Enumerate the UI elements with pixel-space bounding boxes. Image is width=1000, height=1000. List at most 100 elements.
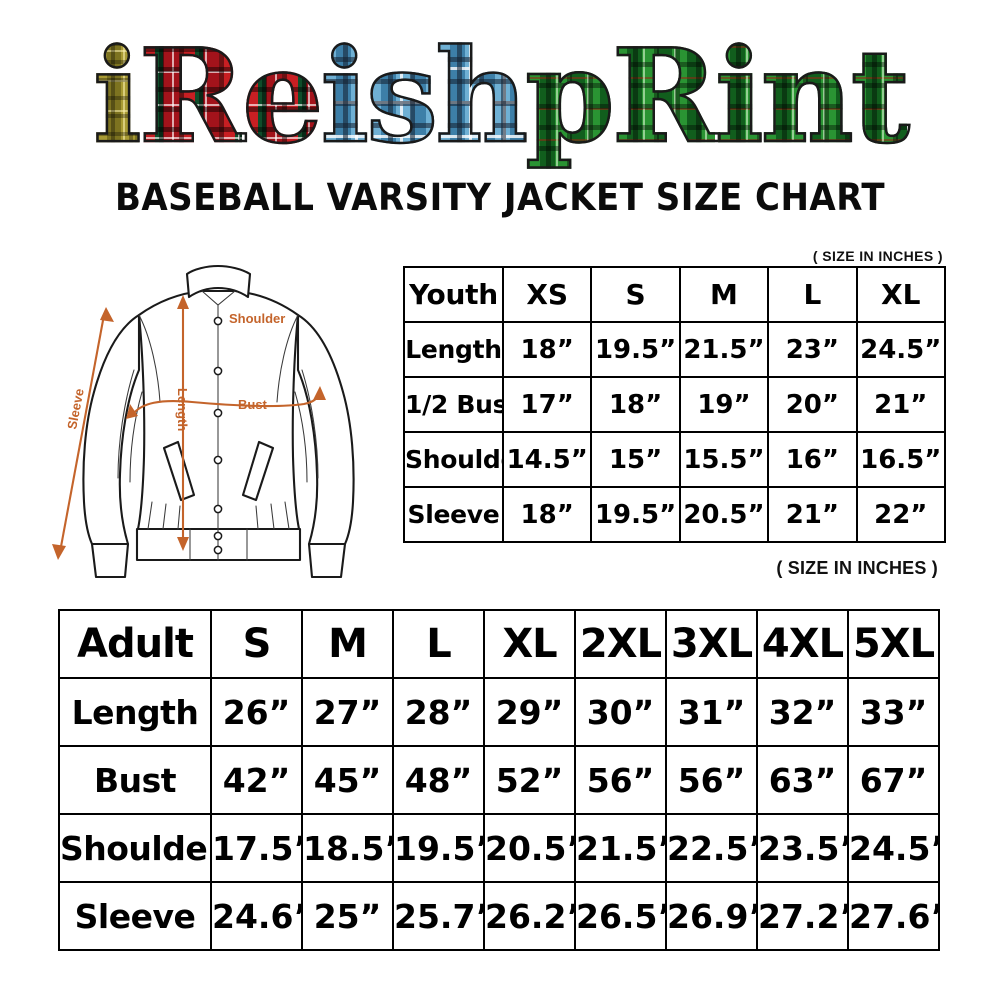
- youth-cell-r1-c0: 17”: [501, 376, 593, 433]
- brand-letter-10: t: [850, 21, 912, 174]
- youth-cell-r3-c0: 18”: [501, 486, 593, 543]
- youth-cell-r2-c3: 16”: [767, 431, 858, 488]
- adult-cell-r3-c4: 26.5”: [574, 881, 667, 951]
- youth-cell-r2-c1: 15”: [590, 431, 681, 488]
- adult-row-label-sleeve: Sleeve: [58, 881, 212, 951]
- youth-header-cell-2: S: [590, 266, 681, 323]
- adult-cell-r2-c6: 23.5”: [756, 813, 849, 883]
- adult-cell-r1-c6: 63”: [756, 745, 849, 815]
- youth-cell-r0-c1: 19.5”: [590, 321, 681, 378]
- youth-table-body: Youth XS S M L XL Length 18” 19.5” 21.5” 23” 24.5” 1…: [403, 266, 946, 543]
- youth-cell-r2-c2: 15.5”: [678, 431, 770, 488]
- youth-row-label-1-2-bust: 1/2 Bust: [403, 376, 504, 433]
- adult-cell-r1-c2: 48”: [392, 745, 485, 815]
- youth-cell-r3-c2: 20.5”: [678, 486, 770, 543]
- youth-row-label-shoulder: Shoulder: [403, 431, 504, 488]
- youth-cell-r3-c1: 19.5”: [590, 486, 681, 543]
- youth-cell-r3-c4: 22”: [855, 486, 946, 543]
- youth-cell-r0-c2: 21.5”: [678, 321, 770, 378]
- adult-row-label-length: Length: [58, 677, 212, 747]
- table-row: 1/2 Bust17”18”19”20”21”: [403, 376, 946, 433]
- adult-header-cell-5: 2XL: [574, 609, 667, 679]
- adult-cell-r0-c3: 29”: [483, 677, 576, 747]
- youth-header-cell-5: XL: [855, 266, 946, 323]
- brand-letter-7: R: [610, 21, 719, 174]
- adult-cell-r3-c7: 27.6”: [847, 881, 940, 951]
- brand-letter-2: e: [241, 21, 325, 174]
- adult-cell-r0-c6: 32”: [756, 677, 849, 747]
- brand-letter-3: i: [319, 21, 370, 174]
- youth-cell-r1-c1: 18”: [590, 376, 681, 433]
- adult-cell-r2-c7: 24.5”: [847, 813, 940, 883]
- adult-header-cell-7: 4XL: [756, 609, 849, 679]
- youth-cell-r3-c3: 21”: [767, 486, 858, 543]
- youth-cell-r1-c2: 19”: [678, 376, 770, 433]
- adult-cell-r2-c5: 22.5”: [665, 813, 758, 883]
- adult-cell-r2-c3: 20.5”: [483, 813, 576, 883]
- adult-cell-r3-c3: 26.2”: [483, 881, 576, 951]
- table-row: Sleeve24.6”25”25.7”26.2”26.5”26.9”27.2”2…: [58, 881, 940, 951]
- adult-cell-r3-c5: 26.9”: [665, 881, 758, 951]
- bust-measure-arrow: [126, 386, 326, 419]
- adult-header-cell-1: S: [210, 609, 303, 679]
- adult-cell-r3-c6: 27.2”: [756, 881, 849, 951]
- table-row: Length 26” 27” 28” 29” 30” 31” 32” 33”: [58, 677, 940, 747]
- bust-label: Bust: [238, 397, 268, 412]
- adult-cell-r1-c3: 52”: [483, 745, 576, 815]
- brand-letter-0: i: [92, 21, 143, 174]
- table-row: Length 18” 19.5” 21.5” 23” 24.5”: [403, 321, 946, 378]
- adult-cell-r0-c4: 30”: [574, 677, 667, 747]
- adult-cell-r1-c5: 56”: [665, 745, 758, 815]
- adult-cell-r2-c4: 21.5”: [574, 813, 667, 883]
- adult-cell-r0-c1: 27”: [301, 677, 394, 747]
- adult-cell-r2-c0: 17.5”: [210, 813, 303, 883]
- youth-cell-r0-c4: 24.5”: [855, 321, 946, 378]
- brand-letter-5: h: [434, 21, 530, 174]
- table-row: Sleeve 18” 19.5” 20.5” 21” 22”: [403, 486, 946, 543]
- youth-units-note: ( SIZE IN INCHES ): [812, 248, 943, 264]
- brand-logo: iReishpRint: [0, 21, 1000, 174]
- adult-cell-r0-c0: 26”: [210, 677, 303, 747]
- youth-header-cell-0: Youth: [403, 266, 504, 323]
- adult-cell-r1-c4: 56”: [574, 745, 667, 815]
- adult-cell-r2-c2: 19.5”: [392, 813, 485, 883]
- adult-cell-r0-c7: 33”: [847, 677, 940, 747]
- adult-cell-r3-c0: 24.6”: [210, 881, 303, 951]
- youth-row-label-length: Length: [403, 321, 504, 378]
- table-row: Shoulder14.5”15”15.5”16”16.5”: [403, 431, 946, 488]
- adult-header-cell-8: 5XL: [847, 609, 940, 679]
- adult-header-cell-6: 3XL: [665, 609, 758, 679]
- adult-size-table: Adult S M L XL 2XL 3XL 4XL 5XL Length 26” 27” 28” 29”…: [58, 609, 940, 951]
- adult-units-note: ( SIZE IN INCHES ): [776, 558, 938, 578]
- sleeve-measure-arrow: [52, 307, 114, 560]
- adult-row-label-shoulder: Shoulder: [58, 813, 212, 883]
- adult-row-label-bust: Bust: [58, 745, 212, 815]
- adult-cell-r1-c1: 45”: [301, 745, 394, 815]
- youth-header-row: Youth XS S M L XL: [403, 266, 946, 323]
- youth-header-cell-4: L: [767, 266, 858, 323]
- brand-letter-9: n: [759, 21, 855, 174]
- adult-cell-r0-c2: 28”: [392, 677, 485, 747]
- brand-letter-8: i: [714, 21, 765, 174]
- jacket-diagram: Shoulder Length Bust Sleeve: [42, 252, 394, 590]
- youth-cell-r1-c4: 21”: [855, 376, 946, 433]
- youth-header-cell-3: M: [678, 266, 770, 323]
- shoulder-label: Shoulder: [229, 311, 285, 326]
- table-row: Shoulder17.5”18.5”19.5”20.5”21.5”22.5”23…: [58, 813, 940, 883]
- table-row: Bust 42” 45” 48” 52” 56” 56” 63” 67”: [58, 745, 940, 815]
- adult-cell-r3-c1: 25”: [301, 881, 394, 951]
- adult-cell-r2-c1: 18.5”: [301, 813, 394, 883]
- youth-row-label-sleeve: Sleeve: [403, 486, 504, 543]
- youth-cell-r2-c4: 16.5”: [855, 431, 946, 488]
- brand-letter-1: R: [137, 21, 246, 174]
- adult-header-cell-0: Adult: [58, 609, 212, 679]
- adult-cell-r1-c0: 42”: [210, 745, 303, 815]
- page-title: BASEBALL VARSITY JACKET SIZE CHART: [114, 176, 886, 219]
- length-label: Length: [175, 388, 190, 431]
- adult-cell-r0-c5: 31”: [665, 677, 758, 747]
- adult-header-cell-3: L: [392, 609, 485, 679]
- adult-cell-r3-c2: 25.7”: [392, 881, 485, 951]
- brand-letter-4: s: [365, 21, 440, 174]
- adult-header-row: Adult S M L XL 2XL 3XL 4XL 5XL: [58, 609, 940, 679]
- youth-cell-r0-c3: 23”: [767, 321, 858, 378]
